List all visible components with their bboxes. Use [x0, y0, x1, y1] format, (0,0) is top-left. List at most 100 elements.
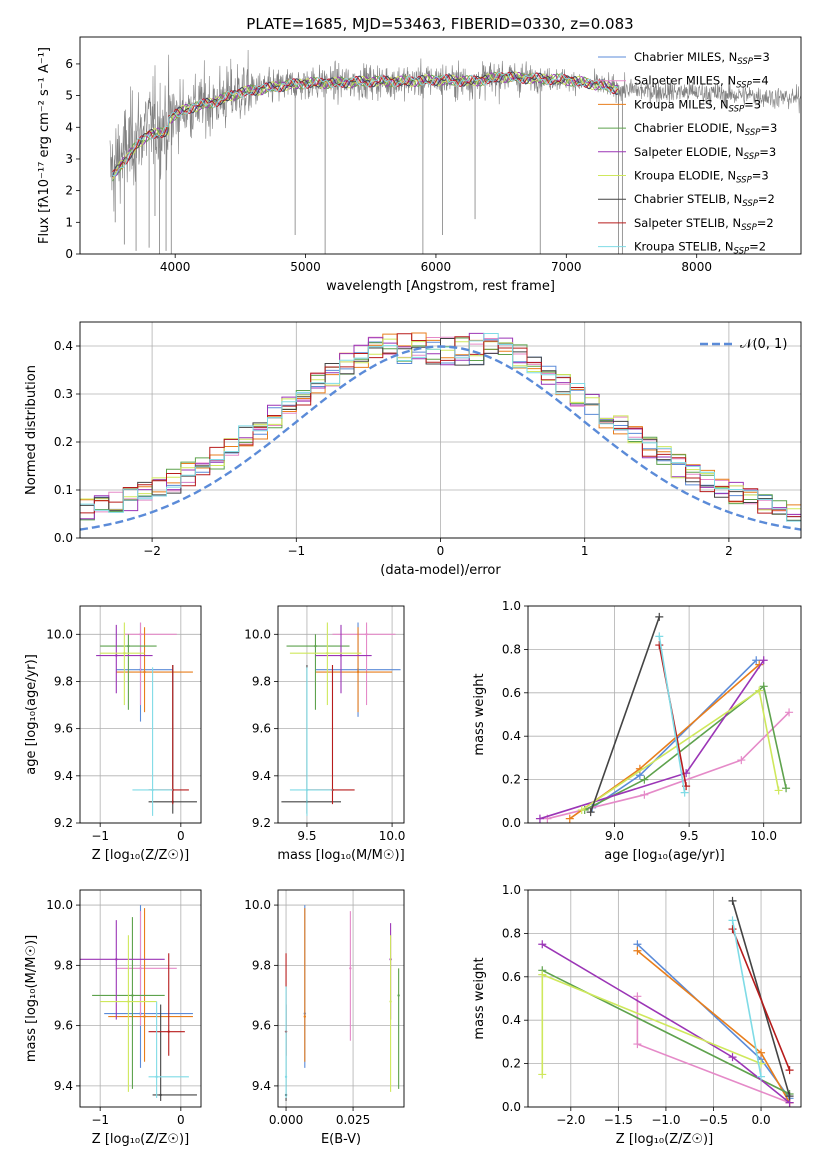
axes-frame	[277, 889, 405, 1108]
data-point	[356, 670, 360, 674]
x-tick-label: 0.000	[269, 1113, 303, 1127]
y-tick-label: 10.0	[46, 898, 73, 912]
y-tick-label: 0.4	[502, 1013, 521, 1027]
x-tick-label: 1	[581, 544, 589, 558]
x-tick-label: 0	[177, 829, 185, 843]
y-tick-label: 5	[65, 89, 73, 103]
data-point	[389, 1000, 392, 1003]
y-tick-label: 6	[65, 57, 73, 71]
x-tick-label: 5000	[290, 260, 321, 274]
legend-label: Chabrier ELODIE, NSSP=3	[634, 121, 777, 138]
data-point	[167, 1030, 170, 1033]
weight-marker	[737, 756, 746, 765]
weight-marker	[757, 1048, 766, 1057]
y-tick-label: 0.0	[502, 1100, 521, 1114]
y-axis-label: mass weight	[472, 673, 487, 755]
weight-marker	[680, 788, 689, 797]
y-tick-label: 0.8	[502, 642, 521, 656]
weight-marker	[728, 925, 737, 934]
weight-marker	[759, 656, 768, 665]
normal-curve	[80, 345, 801, 531]
x-tick-label: −0.5	[699, 1113, 728, 1127]
figure-title: PLATE=1685, MJD=53463, FIBERID=0330, z=0…	[246, 15, 633, 33]
data-point	[115, 654, 118, 657]
y-tick-label: 0.6	[502, 970, 521, 984]
y-tick-label: 0.2	[502, 1057, 521, 1071]
y-axis-label: mass [log₁₀(M/M☉)]	[24, 935, 39, 1062]
x-tick-label: 10.0	[379, 829, 406, 843]
data-point	[131, 994, 134, 997]
weight-marker	[782, 784, 791, 793]
x-tick-label: 0	[177, 1113, 185, 1127]
weight-marker	[728, 1053, 737, 1062]
legend-label: Kroupa MILES, NSSP=3	[634, 97, 761, 114]
x-tick-label: −2.0	[556, 1113, 585, 1127]
y-tick-label: 0	[65, 247, 73, 261]
data-point	[123, 651, 126, 655]
y-tick-label: 9.4	[54, 769, 73, 783]
x-tick-label: −2	[143, 544, 161, 558]
x-tick-label: 0.0	[752, 1113, 771, 1127]
model-line-kroupa-miles	[112, 71, 619, 178]
weight-marker	[633, 1040, 642, 1049]
y-tick-label: 2	[65, 184, 73, 198]
legend-label: Kroupa ELODIE, NSSP=3	[634, 169, 769, 186]
legend-label: Kroupa STELIB, NSSP=2	[634, 240, 766, 257]
panel-age-vs-mass: 9.5 10.0 9.2 9.4 9.6 9.8 10.0 mass [log₁₀(M/M☉)…	[244, 605, 406, 863]
plot-area	[538, 896, 794, 1107]
weight-marker	[640, 790, 649, 799]
weight-marker	[655, 612, 664, 621]
legend-label: Salpeter STELIB, NSSP=2	[634, 216, 774, 233]
legend-label: Chabrier STELIB, NSSP=2	[634, 192, 775, 209]
x-tick-label: 8000	[681, 260, 712, 274]
y-tick-label: 9.6	[252, 1019, 271, 1033]
x-axis-label: Z [log₁₀(Z/Z☉)]	[616, 1132, 713, 1147]
x-axis-label: Z [log₁₀(Z/Z☉)]	[92, 848, 189, 863]
data-point	[155, 1075, 158, 1079]
plot-area	[80, 905, 197, 1101]
plot-area	[109, 49, 801, 254]
x-axis-label: (data-model)/error	[380, 563, 501, 578]
weight-marker	[785, 708, 794, 717]
data-point	[159, 1093, 162, 1097]
data-point	[305, 788, 309, 792]
axes-frame	[79, 889, 202, 1108]
x-tick-label: −1	[91, 1113, 109, 1127]
y-tick-label: 9.4	[252, 1079, 271, 1093]
y-tick-label: 4	[65, 120, 73, 134]
y-axis-label: mass weight	[472, 957, 487, 1039]
x-tick-label: 0.025	[336, 1113, 370, 1127]
x-tick-label: 9.0	[605, 829, 624, 843]
weight-marker	[586, 808, 595, 817]
axes-frame	[79, 605, 202, 824]
y-tick-label: 1.0	[502, 599, 521, 613]
data-point	[115, 958, 118, 961]
residual-histogram	[80, 333, 801, 538]
y-axis-label: Normed distribution	[24, 365, 39, 495]
x-tick-label: 6000	[421, 260, 452, 274]
panel-age-vs-Z: −1 0 9.2 9.4 9.6 9.8 10.0 Z [log₁₀(Z/Z☉)] age [l…	[24, 605, 202, 863]
y-tick-label: 1	[65, 215, 73, 229]
data-point	[143, 670, 146, 674]
panel-weight-vs-age: 9.0 9.5 10.0 0.0 0.2 0.4 0.6 0.8 1.0 age [log₁₀(a…	[472, 599, 802, 863]
legend-label: Chabrier MILES, NSSP=3	[634, 50, 770, 67]
x-tick-label: 10.0	[750, 829, 777, 843]
y-tick-label: 9.6	[252, 722, 271, 736]
axes-frame	[79, 321, 802, 539]
x-tick-label: 0	[437, 544, 445, 558]
x-tick-label: 4000	[160, 260, 191, 274]
weight-marker	[757, 1072, 766, 1081]
data-point	[127, 1000, 130, 1003]
legend-label: Salpeter ELODIE, NSSP=3	[634, 145, 776, 162]
x-tick-label: 2	[725, 544, 733, 558]
plot-area	[535, 612, 794, 823]
weight-series-line	[658, 636, 686, 793]
data-point	[139, 633, 142, 636]
x-tick-label: −1	[91, 829, 109, 843]
y-tick-label: 0.3	[54, 387, 73, 401]
panel-residuals: −2 −1 0 1 2 0.0 0.1 0.2 0.3 0.4 (data-model)/error…	[24, 321, 802, 578]
y-tick-label: 9.6	[54, 1019, 73, 1033]
x-axis-label: Z [log₁₀(Z/Z☉)]	[92, 1132, 189, 1147]
weight-marker	[633, 992, 642, 1001]
weight-series-line	[547, 711, 790, 820]
